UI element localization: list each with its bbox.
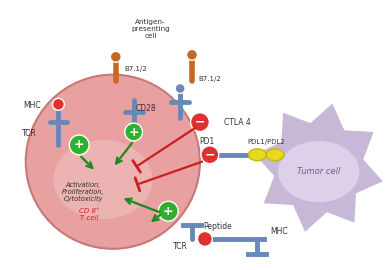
- Circle shape: [197, 231, 212, 246]
- Circle shape: [110, 51, 121, 62]
- Circle shape: [69, 135, 89, 155]
- Circle shape: [187, 49, 197, 60]
- Text: CD28: CD28: [135, 104, 156, 113]
- Text: TCR: TCR: [23, 129, 37, 137]
- Circle shape: [52, 98, 64, 110]
- Ellipse shape: [266, 149, 284, 161]
- Circle shape: [125, 123, 142, 141]
- Polygon shape: [253, 102, 385, 234]
- Text: MHC: MHC: [23, 101, 40, 110]
- Text: CTLA 4: CTLA 4: [224, 118, 251, 127]
- Text: Activation,
Proliferation,
Cytotoxicity: Activation, Proliferation, Cytotoxicity: [62, 181, 104, 202]
- Text: Peptide: Peptide: [203, 222, 232, 231]
- Text: Tumor cell: Tumor cell: [297, 167, 340, 176]
- Text: PD1: PD1: [199, 137, 215, 146]
- Text: +: +: [163, 205, 173, 218]
- Circle shape: [26, 75, 200, 249]
- Text: +: +: [128, 126, 139, 139]
- Text: −: −: [204, 148, 215, 161]
- Circle shape: [175, 83, 185, 93]
- Circle shape: [191, 113, 210, 131]
- Text: Antigen-
presenting
cell: Antigen- presenting cell: [131, 19, 170, 39]
- Ellipse shape: [248, 149, 266, 161]
- Circle shape: [158, 201, 178, 221]
- Text: −: −: [195, 116, 205, 129]
- Ellipse shape: [278, 141, 359, 202]
- Text: PDL1/PDL2: PDL1/PDL2: [248, 139, 285, 145]
- Text: CD 8⁺
T cell: CD 8⁺ T cell: [79, 208, 99, 221]
- Circle shape: [201, 146, 219, 164]
- Text: TCR: TCR: [173, 242, 187, 251]
- Text: MHC: MHC: [270, 227, 288, 235]
- Text: +: +: [74, 139, 85, 151]
- Text: B7.1/2: B7.1/2: [198, 76, 221, 82]
- Text: B7.1/2: B7.1/2: [124, 66, 147, 72]
- Ellipse shape: [54, 140, 152, 219]
